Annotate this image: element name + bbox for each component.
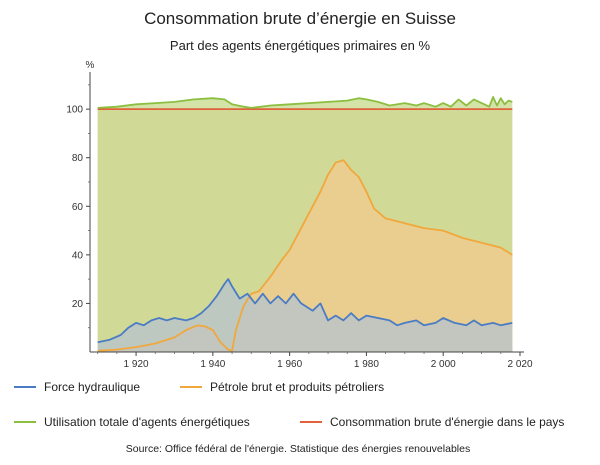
petrole-brut-et-produits-petroliers-area bbox=[97, 160, 513, 352]
x-tick-label: 1 980 bbox=[354, 359, 379, 370]
legend-label: Utilisation totale d'agents énergétiques bbox=[44, 415, 250, 429]
y-tick-label: 40 bbox=[72, 250, 84, 261]
legend-label: Consommation brute d'énergie dans le pay… bbox=[330, 415, 564, 429]
legend-item-consommation-brute-d-energie-dans-le-pays: Consommation brute d'énergie dans le pay… bbox=[300, 415, 564, 429]
area-layer bbox=[97, 97, 513, 352]
y-tick-label: 80 bbox=[72, 153, 84, 164]
x-tick-label: 2 020 bbox=[507, 359, 532, 370]
legend: Force hydraulique Pétrole brut et produit… bbox=[14, 380, 564, 429]
force-hydraulique-line bbox=[97, 278, 513, 344]
utilisation-totale-d-agents-energetiques-line bbox=[97, 96, 513, 109]
y-axis-unit-label: % bbox=[86, 60, 95, 71]
x-tick-label: 1 940 bbox=[200, 359, 225, 370]
x-tick-label: 1 960 bbox=[277, 359, 302, 370]
petrole-brut-et-produits-petroliers-line bbox=[97, 159, 513, 352]
x-tick-label: 1 920 bbox=[124, 359, 149, 370]
legend-item-force-hydraulique: Force hydraulique bbox=[14, 380, 140, 394]
y-tick-label: 100 bbox=[66, 105, 83, 116]
source-note: Source: Office fédéral de l'énergie. Sta… bbox=[126, 443, 470, 455]
chart-subtitle: Part des agents énergétiques primaires e… bbox=[170, 38, 431, 53]
chart-title: Consommation brute d’énergie en Suisse bbox=[144, 9, 456, 28]
legend-label: Pétrole brut et produits pétroliers bbox=[210, 380, 384, 394]
line-layer bbox=[97, 96, 513, 352]
legend-item-utilisation-totale-d-agents-energetiques: Utilisation totale d'agents énergétiques bbox=[14, 415, 250, 429]
axes: 1 920 1 940 1 960 1 980 2 000 2 020 20 40 60 80 10… bbox=[66, 72, 533, 370]
legend-item-petrole-brut-et-produits-petroliers: Pétrole brut et produits pétroliers bbox=[180, 380, 384, 394]
legend-label: Force hydraulique bbox=[44, 380, 140, 394]
y-tick-label: 20 bbox=[72, 299, 84, 310]
force-hydraulique-area bbox=[97, 279, 513, 352]
y-tick-label: 60 bbox=[72, 202, 84, 213]
x-tick-label: 2 000 bbox=[431, 359, 456, 370]
